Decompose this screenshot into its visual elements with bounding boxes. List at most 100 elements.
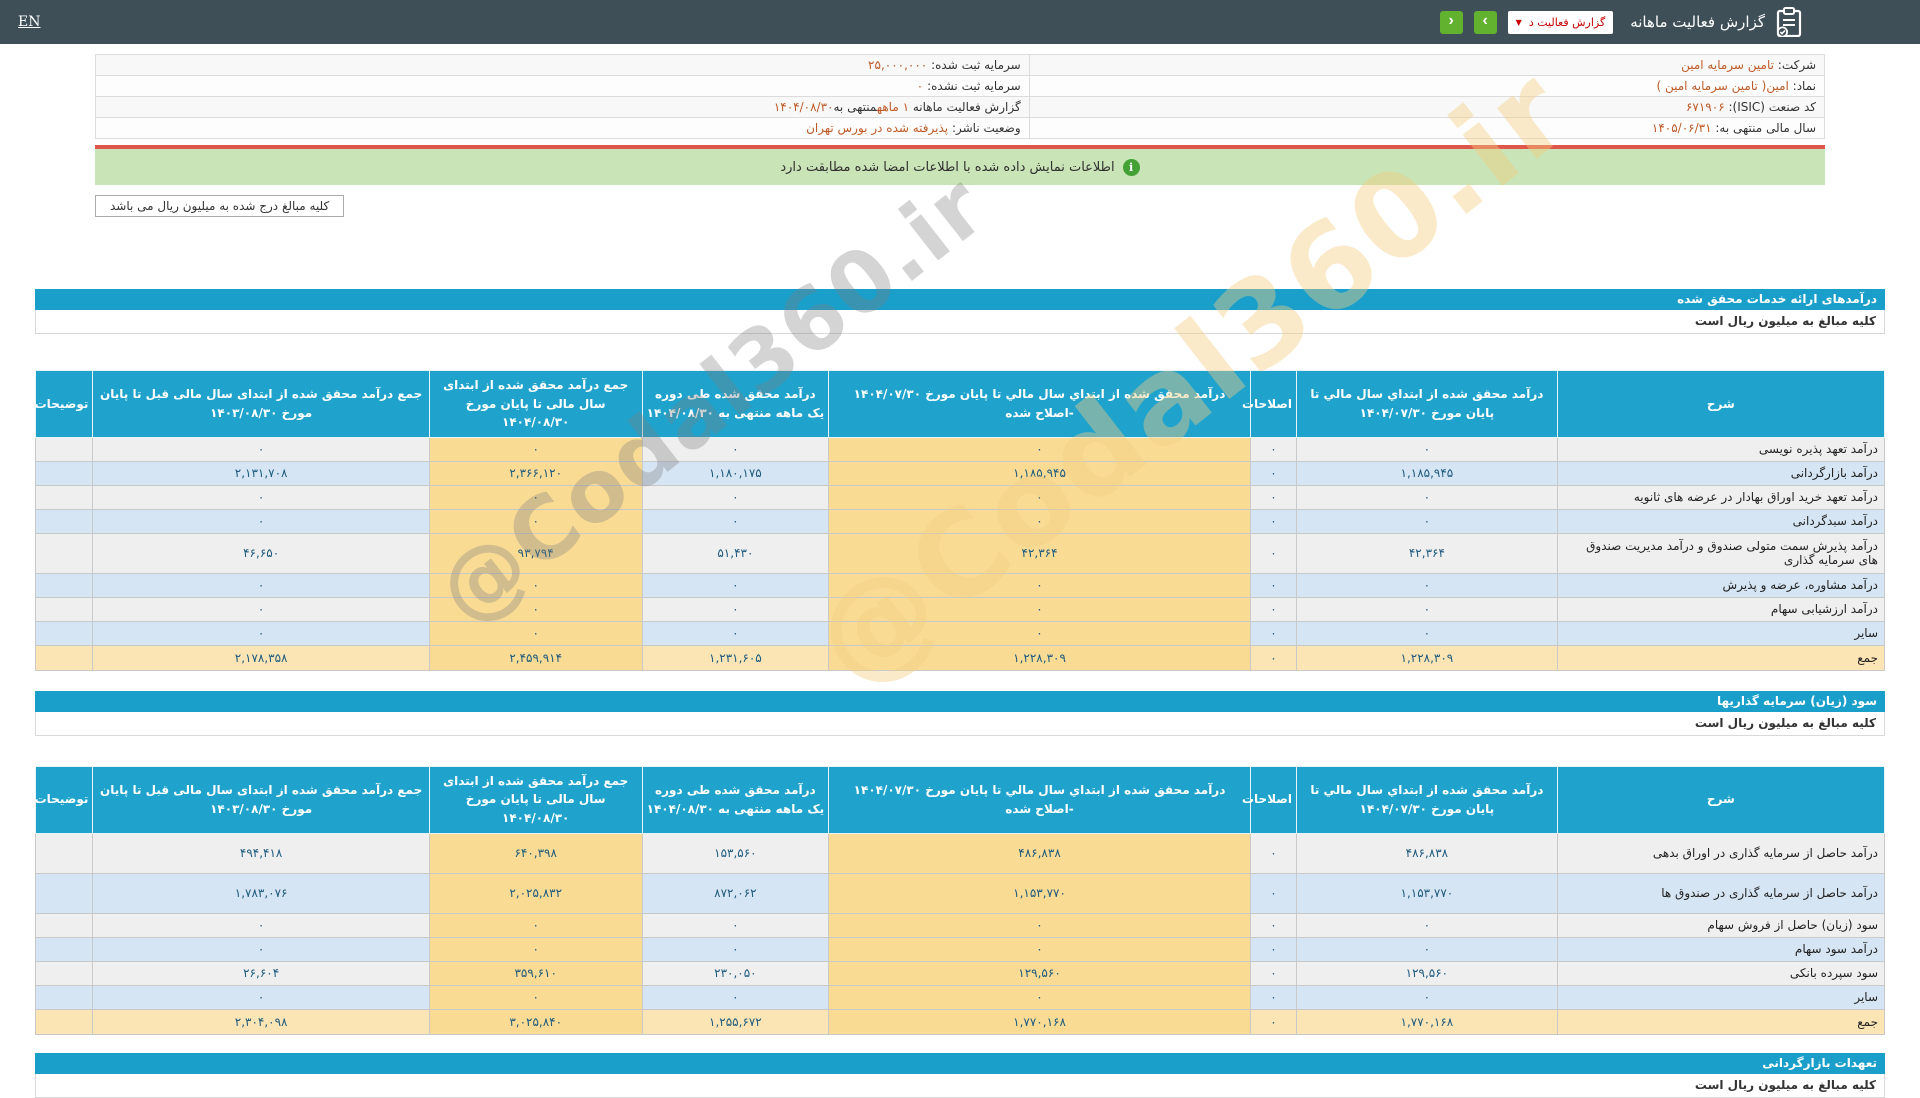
value-cell: ۰ — [429, 597, 642, 621]
signature-match-banner: i اطلاعات نمایش داده شده با اطلاعات امضا… — [95, 145, 1825, 185]
column-header-cell: توضیحات — [36, 371, 93, 438]
column-header-cell: اصلاحات — [1250, 371, 1296, 438]
report-type-dropdown[interactable]: گزارش فعالیت د ▼ — [1508, 11, 1614, 34]
column-header-cell: جمع درآمد محقق شده از ابتدای سال مالی تا… — [429, 766, 642, 833]
page-title: گزارش فعالیت ماهانه — [1630, 13, 1765, 31]
value-cell: ۸۷۲,۰۶۲ — [642, 873, 829, 913]
value-cell: ۰ — [1297, 985, 1558, 1009]
value-cell: ۴۶,۶۵۰ — [93, 533, 430, 573]
notes-cell — [36, 985, 93, 1009]
nav-back-button[interactable]: ‹ — [1440, 11, 1463, 34]
language-en-link[interactable]: EN — [18, 14, 40, 30]
value-cell: ۲,۳۶۶,۱۲۰ — [429, 461, 642, 485]
row-label-cell: سود سپرده بانکی — [1557, 961, 1884, 985]
table-row: درآمد حاصل از سرمایه گذاری در صندوق ها۱,… — [36, 873, 1885, 913]
value-cell: ۰ — [429, 913, 642, 937]
value-cell: ۱,۱۵۳,۷۷۰ — [1297, 873, 1558, 913]
notes-cell — [36, 645, 93, 670]
data-table: شرحدرآمد محقق شده از ابتداي سال مالي تا … — [35, 766, 1885, 1035]
value-cell: ۳,۰۲۵,۸۴۰ — [429, 1009, 642, 1034]
info-icon: i — [1123, 159, 1140, 176]
value-cell: ۵۱,۴۳۰ — [642, 533, 829, 573]
row-label-cell: درآمد ارزشیابی سهام — [1557, 597, 1884, 621]
value-cell: ۰ — [829, 937, 1251, 961]
row-label-cell: درآمد سبدگردانی — [1557, 509, 1884, 533]
table-row: درآمد تعهد خرید اوراق بهادار در عرضه های… — [36, 485, 1885, 509]
row-label-cell: جمع — [1557, 1009, 1884, 1034]
value-cell: ۰ — [1250, 873, 1296, 913]
report-clipboard-icon — [1776, 7, 1802, 37]
table-header-row: شرحدرآمد محقق شده از ابتداي سال مالي تا … — [36, 766, 1885, 833]
table-row: سایر۰۰۰۰۰۰ — [36, 985, 1885, 1009]
value-cell: ۰ — [1297, 437, 1558, 461]
info-cell-left: وضعیت ناشر: پذیرفته شده در بورس تهران — [96, 118, 1030, 139]
value-cell: ۰ — [642, 573, 829, 597]
column-header-cell: جمع درآمد محقق شده از ابتدای سال مالی قب… — [93, 766, 430, 833]
value-cell: ۰ — [429, 509, 642, 533]
section-title: درآمدهای ارائه خدمات محقق شده — [1677, 292, 1877, 306]
value-cell: ۰ — [642, 913, 829, 937]
banner-text: اطلاعات نمایش داده شده با اطلاعات امضا ش… — [780, 160, 1114, 175]
info-text-segment: سرمایه ثبت نشده: — [927, 79, 1021, 93]
value-cell: ۱,۷۷۰,۱۶۸ — [829, 1009, 1251, 1034]
value-cell: ۱۲۹,۵۶۰ — [829, 961, 1251, 985]
notes-cell — [36, 621, 93, 645]
data-table: شرحدرآمد محقق شده از ابتداي سال مالي تا … — [35, 370, 1885, 671]
section-title: تعهدات بازارگردانی — [1762, 1056, 1877, 1070]
info-cell-left: سرمایه ثبت شده: ۲۵,۰۰۰,۰۰۰ — [96, 55, 1030, 76]
value-cell: ۰ — [829, 437, 1251, 461]
value-cell: ۰ — [642, 621, 829, 645]
info-row: کد صنعت (ISIC): ۶۷۱۹۰۶گزارش فعالیت ماهان… — [96, 97, 1825, 118]
value-cell: ۱,۷۸۳,۰۷۶ — [93, 873, 430, 913]
info-text-segment: امین( تامین سرمایه امین ) — [1656, 79, 1792, 93]
value-cell: ۰ — [642, 985, 829, 1009]
row-label-cell: سایر — [1557, 985, 1884, 1009]
topbar-right-group: گزارش فعالیت ماهانه گزارش فعالیت د ▼ › ‹ — [1440, 7, 1802, 37]
value-cell: ۰ — [1250, 461, 1296, 485]
value-cell: ۶۴۰,۳۹۸ — [429, 833, 642, 873]
table-total-row: جمع۱,۲۲۸,۳۰۹۰۱,۲۲۸,۳۰۹۱,۲۳۱,۶۰۵۲,۴۵۹,۹۱۴… — [36, 645, 1885, 670]
notes-cell — [36, 573, 93, 597]
info-cell-right: شرکت: تامین سرمایه امین — [1029, 55, 1824, 76]
info-cell-right: کد صنعت (ISIC): ۶۷۱۹۰۶ — [1029, 97, 1824, 118]
value-cell: ۱,۷۷۰,۱۶۸ — [1297, 1009, 1558, 1034]
info-text-segment: شرکت: — [1778, 58, 1816, 72]
info-text-segment: ۱۴۰۵/۰۶/۳۱ — [1652, 121, 1715, 135]
value-cell: ۰ — [829, 985, 1251, 1009]
section-unit-note: کلیه مبالغ به میلیون ریال است — [35, 712, 1885, 736]
value-cell: ۱۲۹,۵۶۰ — [1297, 961, 1558, 985]
value-cell: ۰ — [93, 597, 430, 621]
value-cell: ۳۵۹,۶۱۰ — [429, 961, 642, 985]
notes-cell — [36, 937, 93, 961]
topbar: گزارش فعالیت ماهانه گزارش فعالیت د ▼ › ‹… — [0, 0, 1920, 44]
notes-cell — [36, 961, 93, 985]
value-cell: ۱,۲۵۵,۶۷۲ — [642, 1009, 829, 1034]
info-text-segment: ۱۴۰۴/۰۸/۳۰ — [774, 100, 834, 114]
table-row: درآمد مشاوره، عرضه و پذیرش۰۰۰۰۰۰ — [36, 573, 1885, 597]
value-cell: ۰ — [642, 937, 829, 961]
value-cell: ۰ — [1250, 833, 1296, 873]
row-label-cell: درآمد سود سهام — [1557, 937, 1884, 961]
value-cell: ۰ — [1250, 961, 1296, 985]
info-cell-right: نماد: امین( تامین سرمایه امین ) — [1029, 76, 1824, 97]
value-cell: ۰ — [1297, 485, 1558, 509]
table-row: سود (زیان) حاصل از فروش سهام۰۰۰۰۰۰ — [36, 913, 1885, 937]
info-text-segment: وضعیت ناشر: — [952, 121, 1021, 135]
value-cell: ۰ — [93, 913, 430, 937]
column-header-cell: جمع درآمد محقق شده از ابتدای سال مالی تا… — [429, 371, 642, 438]
value-cell: ۰ — [1297, 509, 1558, 533]
row-label-cell: سایر — [1557, 621, 1884, 645]
value-cell: ۱,۱۸۵,۹۴۵ — [1297, 461, 1558, 485]
info-row: شرکت: تامین سرمایه امینسرمایه ثبت شده: ۲… — [96, 55, 1825, 76]
row-label-cell: درآمد مشاوره، عرضه و پذیرش — [1557, 573, 1884, 597]
value-cell: ۰ — [1250, 937, 1296, 961]
nav-forward-button[interactable]: › — [1474, 11, 1497, 34]
table-row: درآمد بازارگردانی۱,۱۸۵,۹۴۵۰۱,۱۸۵,۹۴۵۱,۱۸… — [36, 461, 1885, 485]
value-cell: ۱,۱۵۳,۷۷۰ — [829, 873, 1251, 913]
value-cell: ۰ — [1250, 913, 1296, 937]
value-cell: ۱,۲۲۸,۳۰۹ — [1297, 645, 1558, 670]
info-table: شرکت: تامین سرمایه امینسرمایه ثبت شده: ۲… — [95, 54, 1825, 139]
value-cell: ۱,۲۲۸,۳۰۹ — [829, 645, 1251, 670]
section-header-bar: تعهدات بازارگردانی — [35, 1053, 1885, 1074]
value-cell: ۲,۳۰۴,۰۹۸ — [93, 1009, 430, 1034]
